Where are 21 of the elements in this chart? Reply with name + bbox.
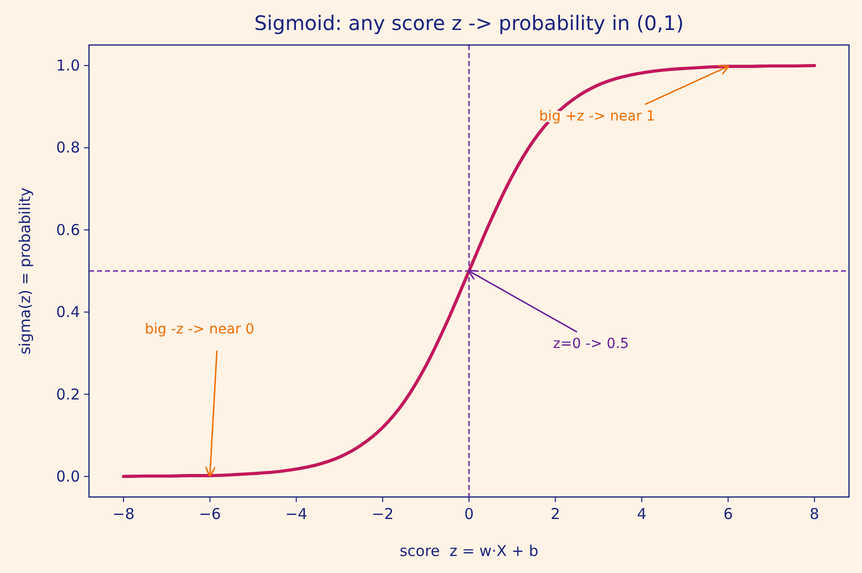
x-tick-label: 8 bbox=[810, 505, 820, 523]
x-tick-label: 2 bbox=[550, 505, 560, 523]
x-tick-label: −8 bbox=[112, 505, 135, 523]
x-tick-label: 6 bbox=[723, 505, 733, 523]
y-tick-label: 0.4 bbox=[56, 303, 80, 322]
y-tick-label: 0.0 bbox=[56, 467, 80, 486]
x-tick-label: 0 bbox=[464, 505, 474, 523]
annotation: z=0 -> 0.5 bbox=[553, 336, 629, 352]
chart-title: Sigmoid: any score z -> probability in (0,1) bbox=[254, 11, 684, 35]
line-series bbox=[122, 64, 816, 478]
annotation: big -z -> near 0 bbox=[144, 322, 254, 338]
x-tick-label: −4 bbox=[285, 505, 308, 523]
x-tick-label: 4 bbox=[636, 505, 646, 523]
x-tick-label: −6 bbox=[198, 505, 221, 523]
y-tick-label: 0.8 bbox=[56, 138, 80, 157]
x-axis-title: score z = w·X + b bbox=[400, 542, 538, 560]
y-tick-label: 0.2 bbox=[56, 385, 80, 404]
y-tick-label: 0.6 bbox=[56, 220, 80, 239]
y-axis-title: sigma(z) = probability bbox=[16, 187, 34, 355]
y-tick-label: 1.0 bbox=[56, 56, 80, 75]
x-tick-label: −2 bbox=[372, 505, 394, 523]
